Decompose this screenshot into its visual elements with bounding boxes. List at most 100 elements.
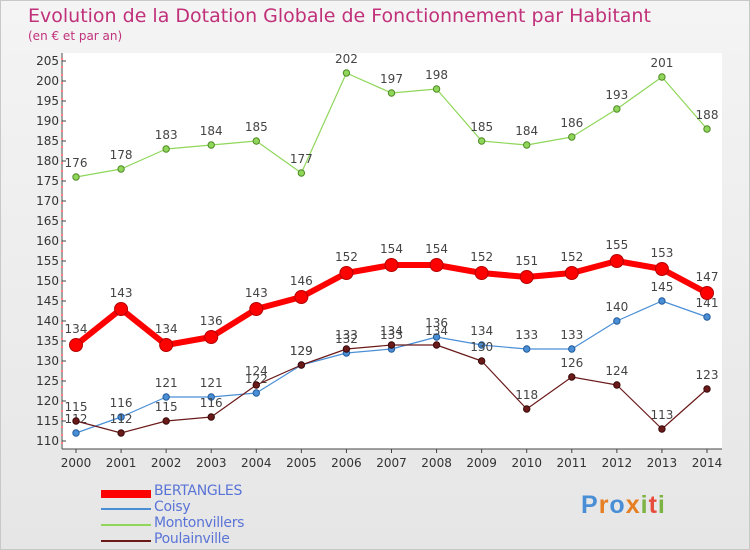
data-point-montonvillers bbox=[477, 137, 486, 145]
legend-label: BERTANGLES bbox=[154, 483, 243, 499]
data-point-bertangles bbox=[204, 330, 219, 344]
data-point-poulainville bbox=[162, 417, 170, 425]
data-point-bertangles bbox=[249, 302, 264, 316]
legend-swatch bbox=[101, 524, 151, 526]
x-tick-label: 2010 bbox=[511, 456, 542, 470]
logo-letter: x bbox=[625, 491, 641, 519]
x-tick-label: 2014 bbox=[692, 456, 723, 470]
data-point-montonvillers bbox=[387, 89, 396, 97]
data-label-poulainville: 129 bbox=[290, 344, 313, 358]
data-label-coisy: 133 bbox=[515, 328, 538, 342]
x-tick-label: 2007 bbox=[376, 456, 407, 470]
x-tick-label: 2006 bbox=[331, 456, 362, 470]
data-label-bertangles: 143 bbox=[110, 286, 133, 300]
y-tick-label: 125 bbox=[36, 374, 59, 388]
plot-area bbox=[61, 53, 722, 449]
data-point-poulainville bbox=[72, 417, 80, 425]
y-tick-label: 200 bbox=[36, 74, 59, 88]
data-point-poulainville bbox=[703, 385, 711, 393]
data-point-bertangles bbox=[700, 286, 714, 300]
data-label-montonvillers: 201 bbox=[650, 56, 673, 70]
logo-letter: r bbox=[598, 491, 610, 519]
data-label-montonvillers: 176 bbox=[65, 156, 88, 170]
data-point-montonvillers bbox=[297, 169, 306, 177]
data-point-poulainville bbox=[342, 345, 351, 353]
data-point-poulainville bbox=[568, 373, 576, 381]
y-tick-label: 205 bbox=[36, 54, 59, 68]
data-label-montonvillers: 183 bbox=[155, 128, 178, 142]
data-label-bertangles: 134 bbox=[155, 322, 178, 336]
data-point-coisy bbox=[477, 341, 486, 349]
series-montonvillers: 176 178 183 184 185 177 202 197 198 185 184 186 193 2… bbox=[65, 52, 718, 181]
y-tick-label: 175 bbox=[36, 174, 59, 188]
data-label-poulainville: 124 bbox=[605, 364, 628, 378]
data-label-coisy: 141 bbox=[696, 296, 719, 310]
data-point-bertangles bbox=[69, 338, 83, 352]
data-label-montonvillers: 178 bbox=[110, 148, 133, 162]
data-label-poulainville: 113 bbox=[650, 408, 673, 422]
data-label-poulainville: 134 bbox=[425, 324, 448, 338]
data-label-poulainville: 116 bbox=[200, 396, 223, 410]
data-point-coisy bbox=[162, 393, 170, 401]
y-tick-label: 195 bbox=[36, 94, 59, 108]
data-label-poulainville: 134 bbox=[380, 324, 403, 338]
data-label-coisy: 116 bbox=[110, 396, 133, 410]
data-point-coisy bbox=[72, 429, 80, 437]
data-label-montonvillers: 197 bbox=[380, 72, 403, 86]
data-point-poulainville bbox=[523, 405, 531, 413]
y-tick-label: 160 bbox=[36, 234, 59, 248]
y-tick-label: 130 bbox=[36, 354, 59, 368]
data-point-poulainville bbox=[252, 381, 260, 389]
data-label-bertangles: 146 bbox=[290, 274, 313, 288]
legend-label: Poulainville bbox=[154, 531, 230, 547]
proxiti-logo: Proxiti bbox=[581, 491, 666, 520]
data-point-bertangles bbox=[609, 254, 624, 268]
x-tick-label: 2012 bbox=[602, 456, 633, 470]
data-point-coisy bbox=[432, 333, 441, 341]
y-tick-label: 115 bbox=[36, 414, 59, 428]
data-label-coisy: 136 bbox=[425, 316, 448, 330]
legend-label: Montonvillers bbox=[154, 515, 245, 531]
data-label-coisy: 129 bbox=[290, 344, 313, 358]
logo-letter: P bbox=[581, 491, 599, 519]
data-label-coisy: 133 bbox=[380, 328, 403, 342]
data-label-bertangles: 154 bbox=[380, 242, 403, 256]
data-label-poulainville: 130 bbox=[470, 340, 493, 354]
data-label-coisy: 134 bbox=[470, 324, 493, 338]
data-point-coisy bbox=[568, 345, 576, 353]
data-point-coisy bbox=[658, 297, 666, 305]
x-tick-label: 2001 bbox=[106, 456, 137, 470]
chart-title: Evolution de la Dotation Globale de Fonc… bbox=[28, 5, 651, 27]
data-point-bertangles bbox=[654, 262, 669, 276]
data-label-bertangles: 143 bbox=[245, 286, 268, 300]
data-point-bertangles bbox=[429, 258, 444, 272]
data-point-montonvillers bbox=[432, 85, 441, 93]
logo-letter: i bbox=[640, 491, 649, 519]
data-point-poulainville bbox=[117, 429, 125, 437]
data-label-poulainville: 115 bbox=[65, 400, 88, 414]
data-point-bertangles bbox=[519, 270, 534, 284]
data-label-bertangles: 151 bbox=[515, 254, 538, 268]
data-point-montonvillers bbox=[342, 69, 351, 77]
y-tick-label: 170 bbox=[36, 194, 59, 208]
y-tick-label: 145 bbox=[36, 294, 59, 308]
data-point-bertangles bbox=[294, 290, 309, 304]
series-coisy: 1121161211211221291321331361341331331401… bbox=[65, 280, 719, 437]
data-point-bertangles bbox=[159, 338, 174, 352]
x-tick-label: 2004 bbox=[241, 456, 272, 470]
x-tick-label: 2008 bbox=[421, 456, 452, 470]
x-tick-label: 2003 bbox=[196, 456, 227, 470]
legend-swatch bbox=[101, 490, 151, 498]
data-point-bertangles bbox=[474, 266, 489, 280]
data-label-montonvillers: 184 bbox=[515, 124, 538, 138]
data-label-coisy: 121 bbox=[200, 376, 223, 390]
data-label-bertangles: 153 bbox=[650, 246, 673, 260]
y-tick-label: 190 bbox=[36, 114, 59, 128]
legend-swatch bbox=[101, 540, 151, 542]
y-tick-label: 180 bbox=[36, 154, 59, 168]
y-tick-label: 120 bbox=[36, 394, 59, 408]
x-tick-label: 2013 bbox=[647, 456, 678, 470]
data-point-coisy bbox=[252, 389, 260, 397]
